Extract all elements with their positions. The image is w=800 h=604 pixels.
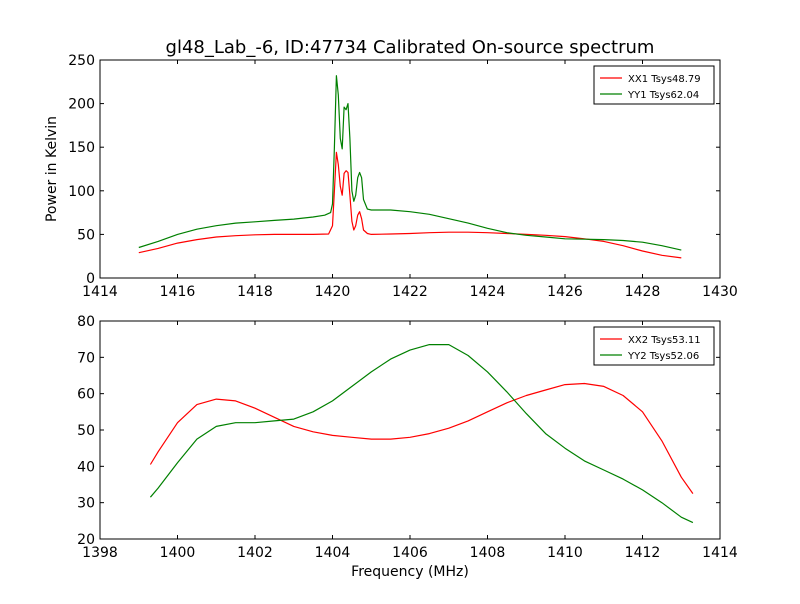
chart-title: gl48_Lab_-6, ID:47734 Calibrated On-sour… <box>166 37 655 58</box>
chart-panel-1: 1414 1416 1418 1420 1422 1424 1426 1428 1430 0 50 1… <box>68 53 738 300</box>
legend-label: YY2 Tsys52.06 <box>627 351 699 362</box>
chart-panel-2: 1398 1400 1402 1404 1406 1408 1410 1412 1414 20 30… <box>77 314 738 561</box>
x-tick-label: 1420 <box>315 284 351 300</box>
x-tick-label: 1406 <box>392 545 428 561</box>
x-tick-label: 1404 <box>315 545 351 561</box>
y-tick-label: 30 <box>77 496 95 512</box>
x-tick-label: 1398 <box>82 545 118 561</box>
y-tick-label: 150 <box>68 140 95 156</box>
series-line-yy2 <box>149 344 694 524</box>
x-tick-label: 1410 <box>547 545 583 561</box>
y-tick-label: 60 <box>77 387 95 403</box>
x-tick-label: 1402 <box>237 545 273 561</box>
legend: XX2 Tsys53.11 YY2 Tsys52.06 <box>593 326 715 366</box>
y-tick-label: 100 <box>68 184 95 200</box>
y-tick-label: 80 <box>77 314 95 330</box>
y-tick-label: 40 <box>77 459 95 475</box>
legend-box <box>593 65 715 105</box>
x-tick-label: 1422 <box>392 284 428 300</box>
x-axis-label: Frequency (MHz) <box>351 564 469 580</box>
x-tick-label: 1418 <box>237 284 273 300</box>
x-tick-label: 1412 <box>625 545 661 561</box>
chart-panels: 1414 1416 1418 1420 1422 1424 1426 1428 14300501… <box>68 53 738 561</box>
legend-label: XX2 Tsys53.11 <box>628 335 701 346</box>
series-line-xx1 <box>138 151 682 259</box>
x-tick-label: 1424 <box>470 284 506 300</box>
series-line-yy1 <box>138 75 682 251</box>
x-tick-label: 1430 <box>702 284 738 300</box>
x-tick-label: 1428 <box>625 284 661 300</box>
x-tick-label: 1408 <box>470 545 506 561</box>
x-tick-label: 1416 <box>160 284 196 300</box>
x-tick-label: 1426 <box>547 284 583 300</box>
y-tick-label: 20 <box>77 532 95 548</box>
y-tick-label: 200 <box>68 97 95 113</box>
y-tick-label: 0 <box>86 271 95 287</box>
legend: XX1 Tsys48.79 YY1 Tsys62.04 <box>593 65 715 105</box>
y-tick-label: 50 <box>77 227 95 243</box>
legend-label: YY1 Tsys62.04 <box>627 90 699 101</box>
y-tick-label: 70 <box>77 350 95 366</box>
legend-box <box>593 326 715 366</box>
x-tick-label: 1414 <box>702 545 738 561</box>
y-tick-label: 50 <box>77 423 95 439</box>
y-axis-label: Power in Kelvin <box>44 116 60 222</box>
x-tick-label: 1414 <box>82 284 118 300</box>
x-tick-label: 1400 <box>160 545 196 561</box>
legend-label: XX1 Tsys48.79 <box>628 74 701 85</box>
y-tick-label: 250 <box>68 53 95 69</box>
series-line-xx2 <box>149 382 694 494</box>
